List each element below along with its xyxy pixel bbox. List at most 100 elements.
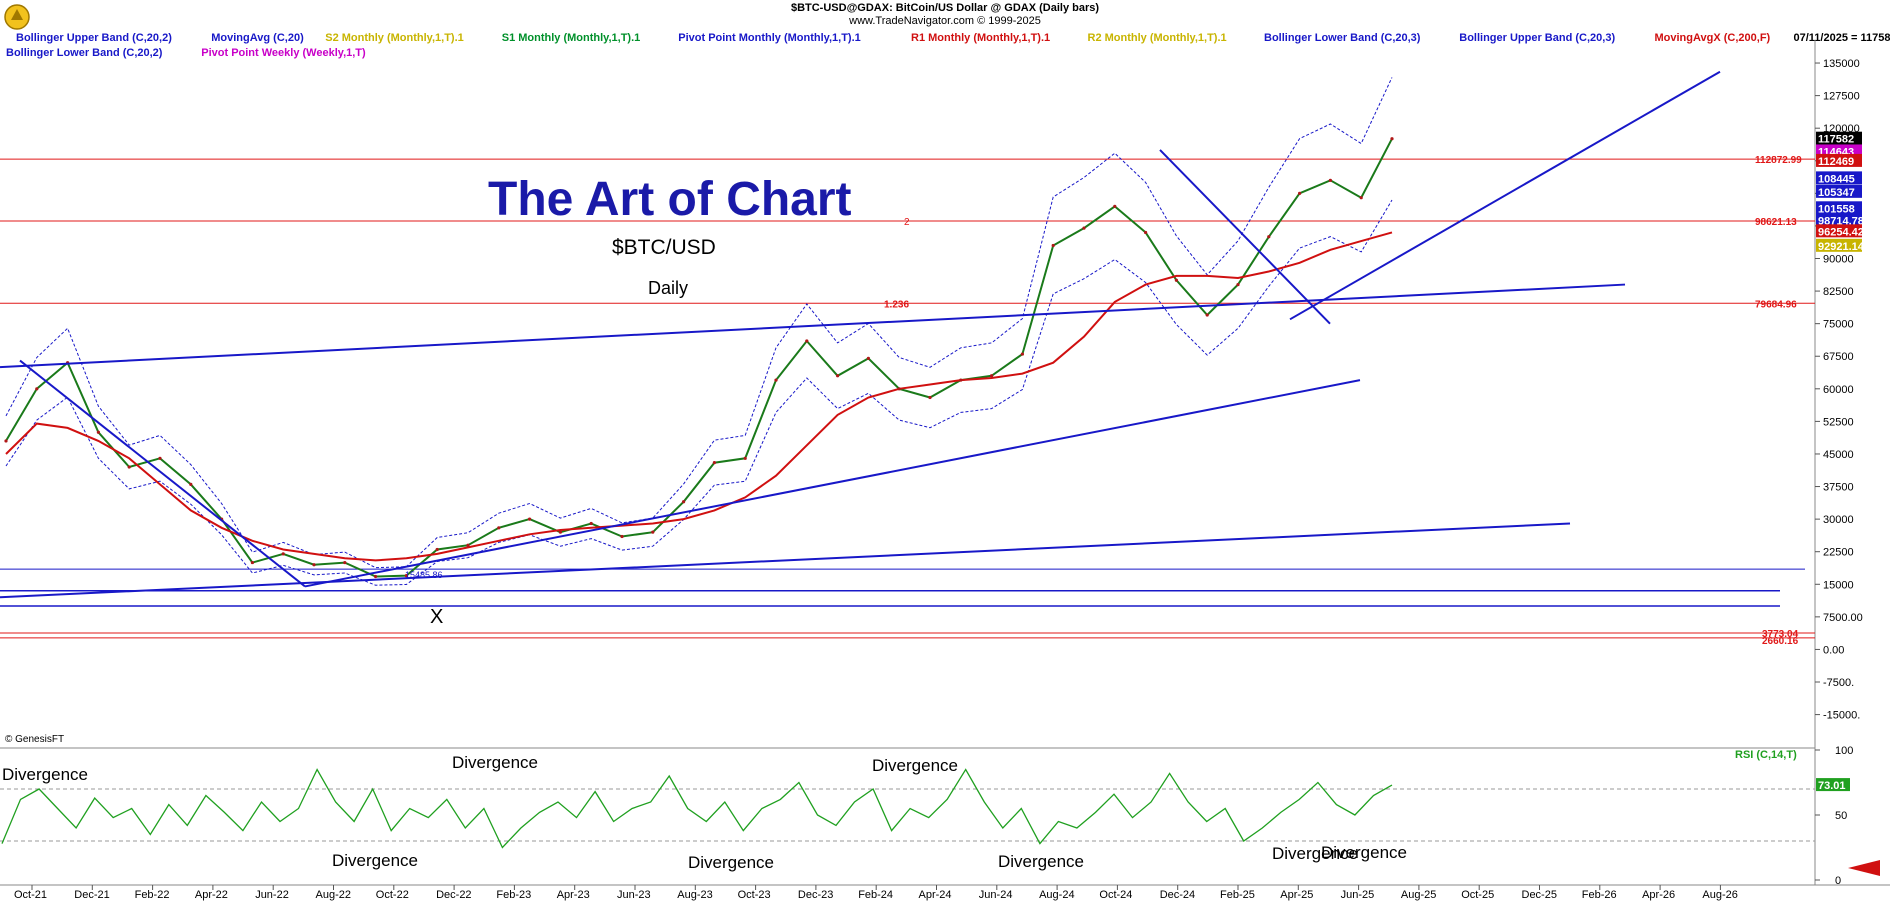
rsi-label: RSI (C,14,T) <box>1735 749 1797 761</box>
y-tick-label: 67500 <box>1823 351 1854 363</box>
x-tick-label: Jun-24 <box>979 889 1013 901</box>
divergence-label: Divergence <box>688 853 774 872</box>
y-tick-label: 127500 <box>1823 91 1860 103</box>
price-point <box>898 387 901 390</box>
price-point <box>1144 231 1147 234</box>
x-tick-label: Feb-26 <box>1582 889 1617 901</box>
price-point <box>1175 279 1178 282</box>
price-point <box>651 531 654 534</box>
bollinger-upper-band <box>6 77 1392 567</box>
price-point <box>4 439 7 442</box>
x-tick-label: Dec-25 <box>1522 889 1557 901</box>
last-value-tag-label: 101558 <box>1818 203 1855 215</box>
x-tick-label: Feb-25 <box>1220 889 1255 901</box>
rsi-tick-label: 100 <box>1835 745 1853 757</box>
price-point <box>713 461 716 464</box>
x-tick-label: Oct-23 <box>738 889 771 901</box>
last-value-tag-label: 105347 <box>1818 187 1855 199</box>
price-level-label: 98621.13 <box>1755 217 1797 228</box>
divergence-label: Divergence <box>2 765 88 784</box>
last-value-tag-label: 112469 <box>1818 156 1854 168</box>
y-tick-label: -7500. <box>1823 677 1854 689</box>
last-value-tag-label: 117582 <box>1818 134 1854 146</box>
rsi-line <box>2 770 1392 848</box>
trendline <box>305 380 1360 586</box>
trendline <box>0 285 1625 368</box>
price-point <box>97 431 100 434</box>
rsi-last-value-label: 73.01 <box>1818 780 1846 792</box>
price-point <box>35 387 38 390</box>
x-tick-label: Jun-25 <box>1341 889 1375 901</box>
y-tick-label: 22500 <box>1823 547 1854 559</box>
divergence-label: Divergence <box>332 851 418 870</box>
chart-symbol-label: $BTC/USD <box>612 236 716 260</box>
trendline <box>1290 72 1720 320</box>
fib-label: 1.236 <box>884 299 909 310</box>
price-point <box>744 457 747 460</box>
price-point <box>312 563 315 566</box>
rsi-tick-label: 50 <box>1835 810 1847 822</box>
y-tick-label: 0.00 <box>1823 644 1844 656</box>
x-tick-label: Oct-21 <box>14 889 47 901</box>
x-tick-label: Feb-24 <box>858 889 893 901</box>
x-tick-label: Apr-24 <box>919 889 952 901</box>
y-tick-label: 135000 <box>1823 58 1860 70</box>
price-point <box>836 374 839 377</box>
y-tick-label: 52500 <box>1823 416 1854 428</box>
price-point <box>559 531 562 534</box>
price-point <box>774 379 777 382</box>
price-point <box>1236 283 1239 286</box>
price-point <box>374 575 377 578</box>
price-point <box>620 535 623 538</box>
x-tick-label: Feb-23 <box>496 889 531 901</box>
divergence-label: Divergence <box>1321 843 1407 862</box>
last-value-tag-label: 96254.42 <box>1818 226 1864 238</box>
price-point <box>251 561 254 564</box>
price-point <box>1360 196 1363 199</box>
last-value-tag-label: 108445 <box>1818 173 1855 185</box>
x-tick-label: Aug-23 <box>677 889 712 901</box>
divergence-label: Divergence <box>872 756 958 775</box>
x-tick-label: Aug-22 <box>316 889 351 901</box>
fib-label: 2 <box>904 217 910 228</box>
chart-title: The Art of Chart <box>488 172 852 227</box>
price-point <box>990 374 993 377</box>
price-point <box>805 339 808 342</box>
price-point <box>1021 352 1024 355</box>
price-point <box>343 561 346 564</box>
x-tick-label: Apr-26 <box>1642 889 1675 901</box>
x-tick-label: Dec-21 <box>74 889 109 901</box>
price-point <box>158 457 161 460</box>
price-point <box>497 526 500 529</box>
x-tick-label: Jun-22 <box>255 889 289 901</box>
price-level-label: 79684.96 <box>1755 299 1797 310</box>
x-tick-label: Aug-24 <box>1039 889 1074 901</box>
trendline <box>1160 150 1330 324</box>
y-tick-label: 15000 <box>1823 579 1854 591</box>
price-point <box>528 518 531 521</box>
price-point <box>867 357 870 360</box>
x-tick-label: Feb-22 <box>135 889 170 901</box>
divergence-label: Divergence <box>998 852 1084 871</box>
y-tick-label: 75000 <box>1823 319 1854 331</box>
x-tick-label: Apr-23 <box>557 889 590 901</box>
x-tick-label: Dec-22 <box>436 889 471 901</box>
x-tick-label: Apr-25 <box>1280 889 1313 901</box>
x-tick-label: Dec-23 <box>798 889 833 901</box>
price-level-label: 112872.99 <box>1755 155 1802 166</box>
y-tick-label: 82500 <box>1823 286 1854 298</box>
x-marker: X <box>430 606 443 629</box>
price-point <box>1113 205 1116 208</box>
rsi-tick-label: 0 <box>1835 875 1841 887</box>
price-point <box>1267 235 1270 238</box>
price-point <box>959 379 962 382</box>
x-tick-label: Aug-26 <box>1702 889 1737 901</box>
y-tick-label: 60000 <box>1823 384 1854 396</box>
price-level-label: 2660.16 <box>1762 636 1799 647</box>
x-tick-label: Oct-24 <box>1099 889 1132 901</box>
y-tick-label: 30000 <box>1823 514 1854 526</box>
scroll-left-arrow-icon <box>1848 860 1880 876</box>
price-point <box>1390 137 1393 140</box>
